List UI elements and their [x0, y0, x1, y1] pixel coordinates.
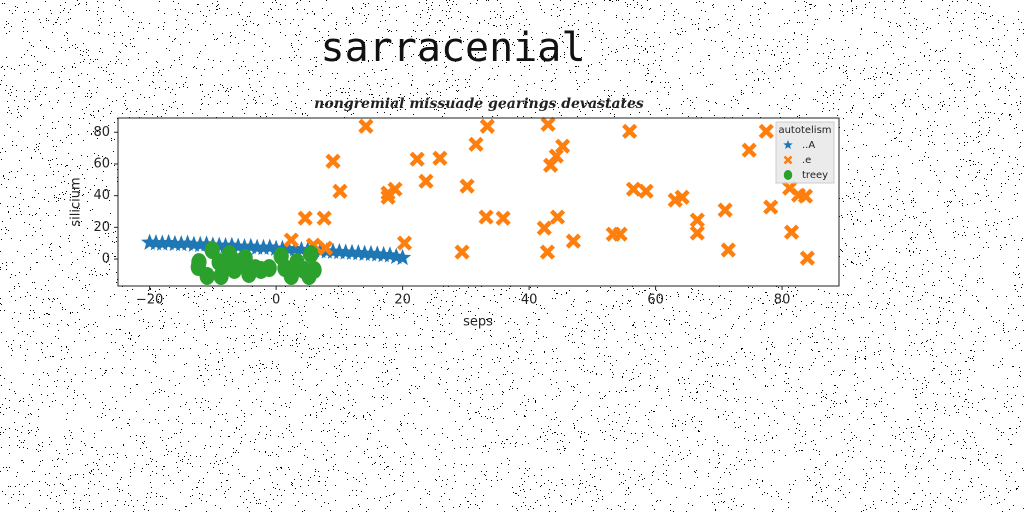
- x-marker: [325, 153, 341, 169]
- star-marker: [191, 235, 209, 253]
- star-marker: [280, 240, 298, 257]
- plot-marks: [141, 116, 815, 286]
- legend-label: treey: [802, 170, 828, 181]
- x-marker: [799, 250, 815, 266]
- x-marker: [674, 189, 690, 205]
- x-marker: [741, 142, 757, 158]
- star-marker: [216, 237, 235, 254]
- star-marker: [783, 140, 793, 150]
- y-tick-label: 0: [102, 252, 110, 267]
- x-marker: [689, 212, 705, 228]
- circle-marker: [783, 170, 793, 180]
- x-marker: [543, 157, 559, 173]
- plot-frame: [117, 117, 840, 287]
- x-marker: [380, 189, 396, 205]
- circle-marker: [303, 245, 319, 264]
- x-marker: [625, 181, 642, 197]
- x-marker: [332, 183, 348, 199]
- legend-label: .e: [802, 155, 811, 166]
- star-marker: [394, 248, 412, 266]
- x-marker: [539, 244, 556, 260]
- x-marker: [565, 233, 581, 249]
- x-marker: [555, 138, 571, 154]
- circle-marker: [199, 267, 215, 286]
- x-marker: [409, 151, 425, 167]
- y-tick-label: 60: [93, 156, 110, 171]
- x-tick-label: 20: [394, 293, 411, 308]
- x-marker: [622, 123, 638, 139]
- circle-marker: [217, 257, 233, 276]
- x-marker: [689, 225, 705, 241]
- y-axis-label: silicium: [69, 177, 84, 226]
- x-marker: [396, 235, 413, 251]
- x-tick-label: −20: [136, 293, 163, 308]
- x-marker: [720, 242, 736, 258]
- x-tick-label: 40: [521, 293, 538, 308]
- star-marker: [153, 234, 171, 251]
- x-marker: [297, 210, 313, 226]
- x-marker: [495, 210, 511, 226]
- x-marker: [612, 226, 628, 242]
- chart-title: sarracenial: [321, 25, 586, 71]
- x-marker: [717, 202, 733, 218]
- x-marker: [479, 118, 495, 134]
- x-marker: [638, 183, 654, 199]
- circle-marker: [283, 267, 299, 286]
- x-marker: [797, 188, 814, 204]
- x-marker: [432, 150, 448, 166]
- circle-marker: [261, 259, 277, 278]
- star-marker: [235, 238, 254, 255]
- y-tick-label: 40: [93, 188, 110, 203]
- x-tick-label: 80: [774, 293, 791, 308]
- x-marker: [763, 199, 779, 215]
- x-marker: [536, 220, 552, 236]
- legend-title: autotelism: [778, 125, 831, 136]
- x-marker: [783, 224, 800, 240]
- y-tick-label: 20: [93, 220, 110, 235]
- x-marker: [358, 118, 374, 134]
- star-marker: [172, 235, 190, 252]
- x-marker: [540, 116, 556, 132]
- x-marker: [478, 209, 494, 225]
- chart-subtitle: nongremial missuade gearings devastates: [314, 96, 644, 112]
- x-marker: [316, 210, 332, 226]
- x-tick-label: 60: [647, 293, 664, 308]
- x-marker: [548, 148, 564, 164]
- x-marker: [783, 155, 793, 165]
- circle-marker: [301, 267, 317, 286]
- x-marker: [418, 173, 434, 189]
- x-marker: [549, 209, 566, 225]
- x-marker: [459, 178, 475, 194]
- legend-label: ..A: [802, 140, 815, 151]
- x-axis-label: seps: [463, 315, 493, 330]
- x-marker: [758, 123, 774, 139]
- circle-marker: [237, 249, 253, 268]
- star-marker: [254, 238, 273, 256]
- y-tick-label: 80: [93, 125, 110, 140]
- x-marker: [283, 232, 299, 248]
- x-marker: [468, 136, 484, 152]
- x-marker: [454, 244, 470, 260]
- x-tick-label: 0: [272, 293, 280, 308]
- x-marker: [317, 240, 334, 256]
